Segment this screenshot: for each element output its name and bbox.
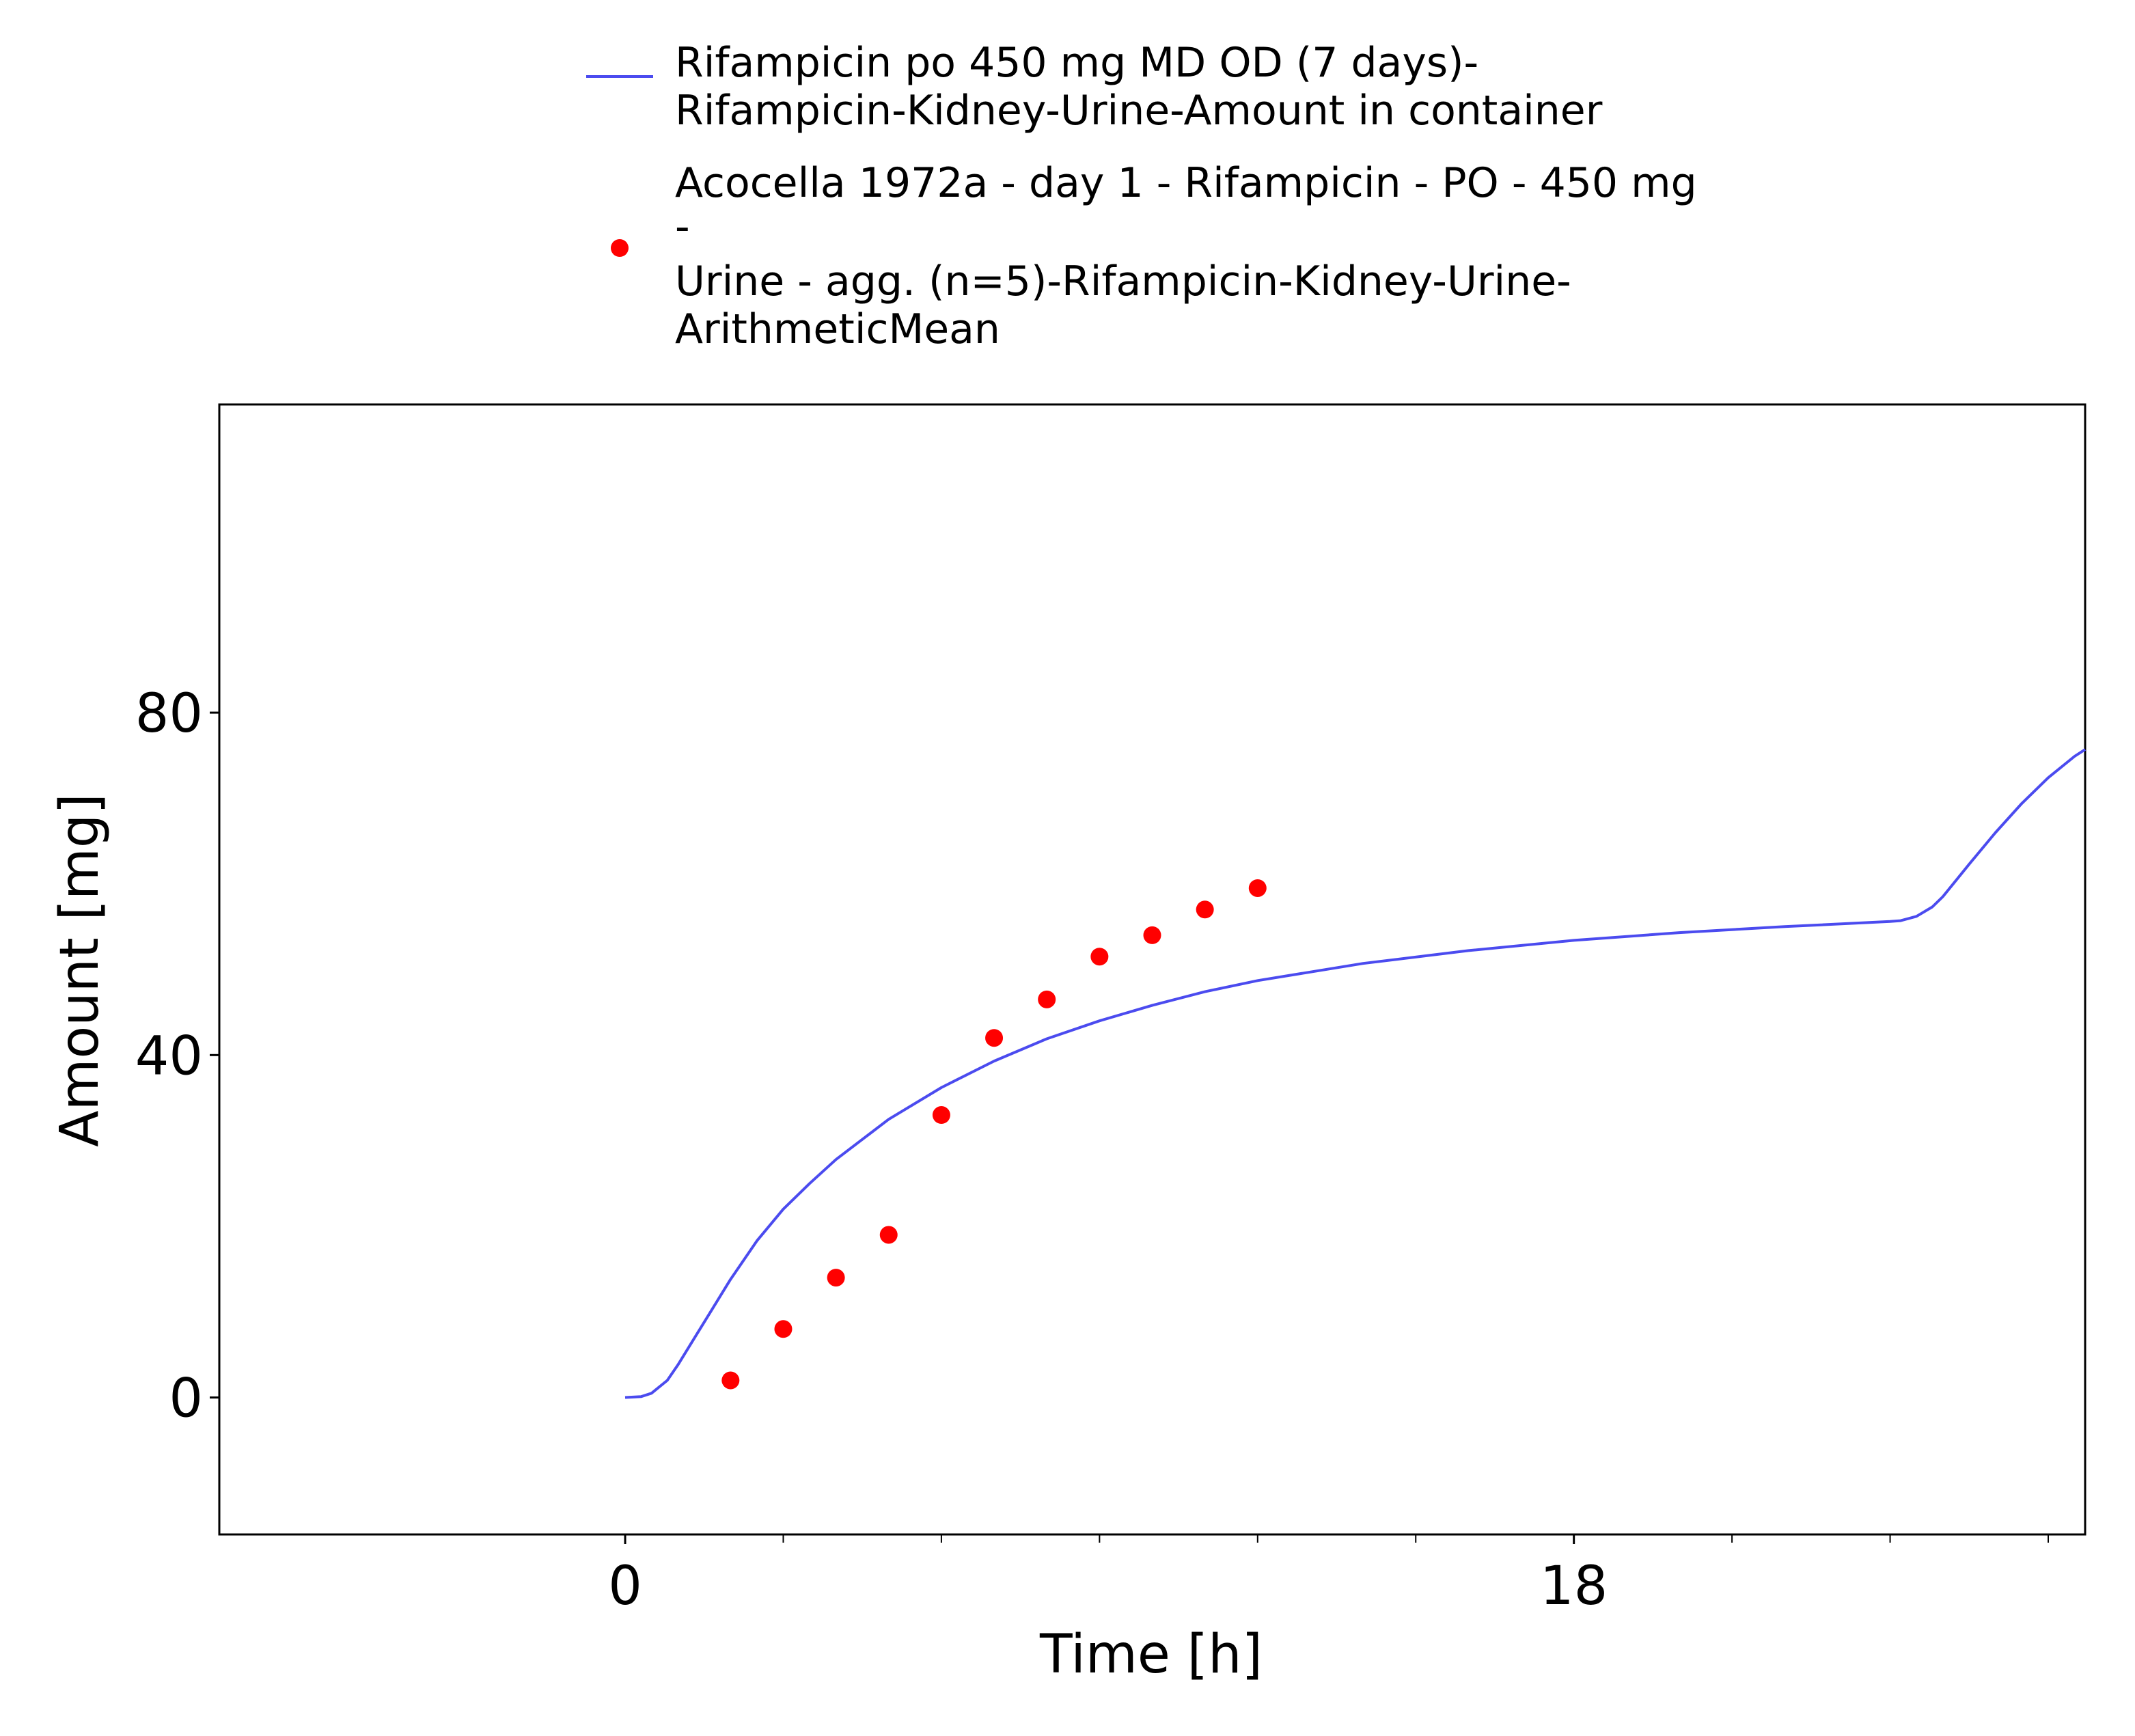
legend-point-swatch [611, 239, 629, 257]
legend-entry-1-line-2: Rifampicin-Kidney-Urine-Amount in contai… [675, 87, 1603, 135]
legend-entry-2-line-3: Urine - agg. (n=5)-Rifampicin-Kidney-Uri… [675, 258, 1571, 305]
plot-frame [218, 403, 2086, 1536]
observed-point [774, 1320, 793, 1338]
legend-entry-2-line-1: Acocella 1972a - day 1 - Rifampicin - PO… [675, 159, 1697, 207]
x-axis-title: Time [h] [1039, 1624, 1263, 1685]
y-axis-title: Amount [mg] [49, 793, 111, 1147]
observed-point [1196, 900, 1214, 919]
y-tick-label-80: 80 [135, 683, 203, 745]
observed-point [879, 1226, 898, 1244]
observed-point [1038, 990, 1056, 1008]
x-tick-label-18: 18 [1540, 1556, 1608, 1617]
series-line-layer [624, 748, 2086, 1399]
legend-entry-2-line-4: ArithmeticMean [675, 305, 1000, 353]
series-points-layer [721, 879, 1267, 1390]
legend-entry-2-line-2: - [675, 203, 690, 251]
observed-point [721, 1371, 740, 1390]
observed-point [1090, 948, 1109, 966]
x-axis: 0 18 [608, 1534, 2049, 1617]
legend-entry-1-line-1: Rifampicin po 450 mg MD OD (7 days)- [675, 39, 1478, 87]
legend: Rifampicin po 450 mg MD OD (7 days)- Rif… [586, 39, 1697, 353]
observed-point [1248, 879, 1267, 897]
y-tick-label-40: 40 [135, 1025, 203, 1087]
observed-point [1143, 926, 1161, 944]
observed-point [932, 1106, 950, 1125]
y-axis: 0 40 80 [135, 683, 219, 1430]
x-tick-label-0: 0 [608, 1556, 642, 1617]
observed-point [827, 1269, 845, 1287]
y-tick-label-0: 0 [169, 1368, 203, 1430]
simulation-line [624, 748, 2086, 1399]
observed-point [985, 1029, 1004, 1047]
